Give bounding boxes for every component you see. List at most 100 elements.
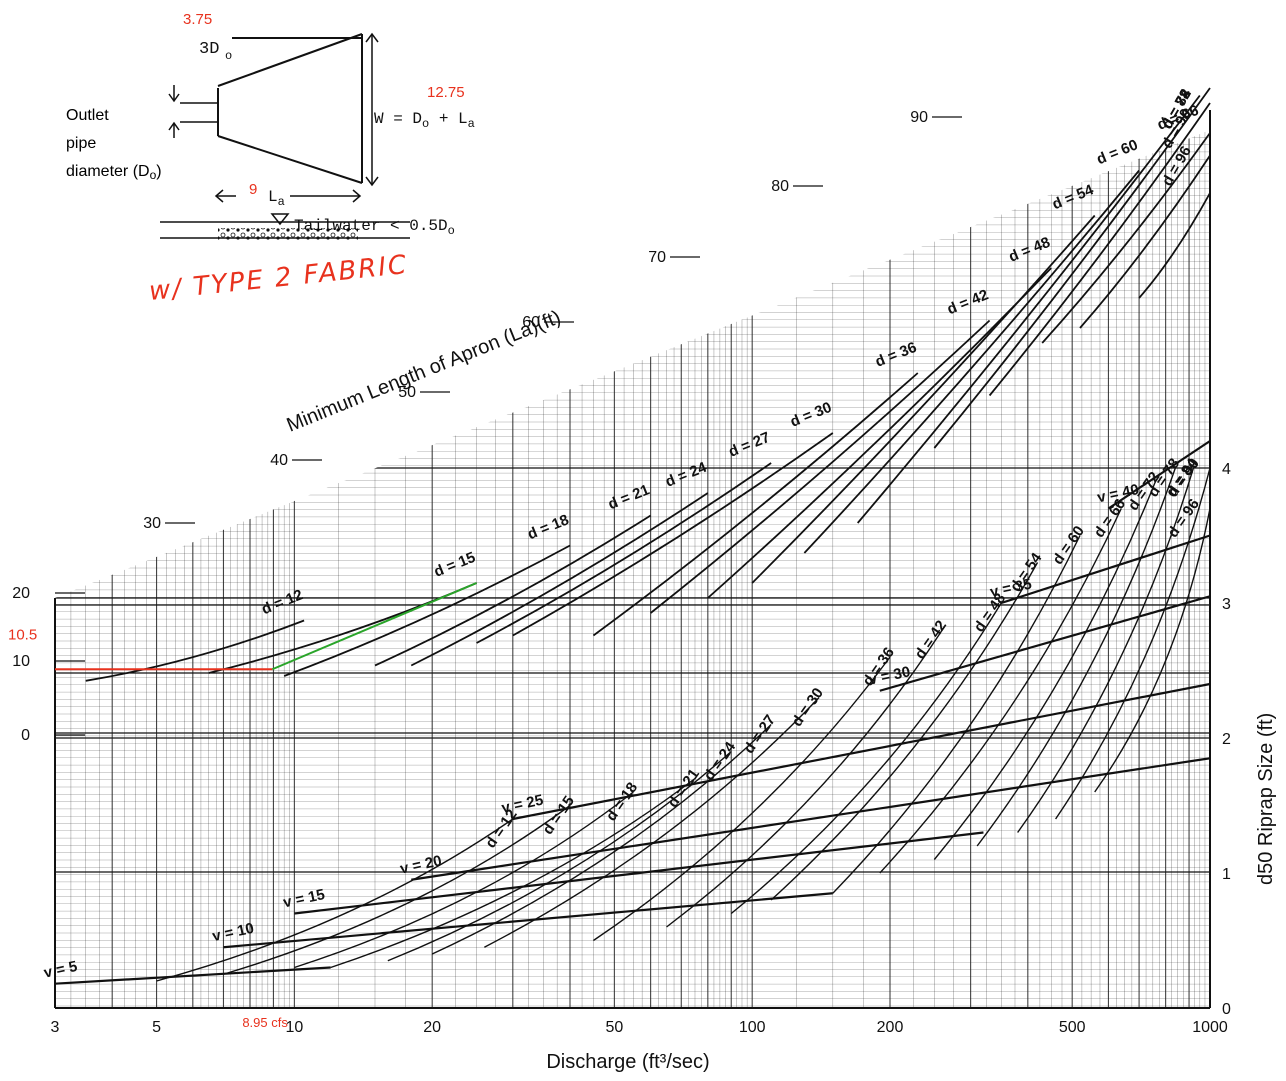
- riprap-diameter-curve: [666, 629, 943, 928]
- riprap-diameter-curve: [879, 508, 1122, 874]
- curve-label: v = 5: [42, 958, 79, 982]
- curve-label: d = 15: [539, 793, 578, 838]
- width-label: 3D: [199, 40, 219, 59]
- riprap-velocity-curve: [54, 966, 331, 985]
- curve-label: d = 24: [663, 459, 710, 491]
- apron-upper-flare: [217, 33, 363, 87]
- apron-length-curve: [85, 619, 305, 682]
- apron-length-tick-label: 10: [12, 653, 30, 670]
- riprap-diameter-curve: [431, 723, 772, 955]
- apron-length-curves: [85, 87, 1211, 682]
- curve-label: d = 54: [1050, 181, 1097, 213]
- curve-label: d = 21: [606, 481, 652, 513]
- apron-length-tick-label: 20: [12, 585, 30, 602]
- tailwater-symbol: [270, 213, 290, 226]
- curve-label: d = 36: [873, 339, 919, 371]
- outlet-label-line1: Outlet: [66, 107, 109, 124]
- riprap-diameter-curve: [770, 562, 1039, 901]
- apron-length-curve: [988, 102, 1211, 397]
- apron-length-curve: [476, 462, 772, 644]
- width-label-sub: o: [225, 49, 232, 63]
- x-tick-label: 500: [1059, 1019, 1086, 1036]
- la-dimension-arrows: [214, 189, 362, 203]
- curve-label: d = 48: [1006, 234, 1052, 266]
- curve-label: v = 10: [211, 920, 256, 945]
- pipe-diameter-arrows: [168, 85, 180, 138]
- riprap-diameter-curve: [593, 656, 891, 942]
- apron-length-marker: 10.5: [8, 626, 37, 643]
- riprap-size-scale: 0 1 2 3 4: [1222, 461, 1231, 1018]
- curve-label: v = 20: [399, 852, 444, 877]
- apron-length-curve: [592, 372, 919, 637]
- apron-length-curve: [803, 169, 1140, 554]
- curve-label: d = 60: [1049, 523, 1088, 568]
- la-label: La: [268, 188, 285, 209]
- curve-label: d = 15: [432, 549, 478, 581]
- riprap-diameter-curve: [1055, 467, 1211, 820]
- riprap-diameter-curves: [156, 467, 1211, 982]
- handwritten-fabric-note: w/ TYPE 2 FABRIC: [148, 250, 410, 307]
- apron-length-tick-label: 30: [143, 515, 161, 532]
- riprap-velocity-curve: [1000, 534, 1211, 605]
- curve-label: d = 27: [740, 712, 779, 757]
- riprap-diameter-curve: [294, 791, 634, 969]
- width-dimension-arrows: [365, 32, 379, 187]
- la-value: 9: [249, 181, 257, 198]
- tailwater-label: Tailwater < 0.5Do: [294, 217, 455, 238]
- apron-length-curve: [1079, 155, 1211, 329]
- x-tick-label: 50: [605, 1019, 623, 1036]
- riprap-diameter-curve: [156, 818, 514, 982]
- x-axis-title: Discharge (ft³/sec): [546, 1051, 709, 1073]
- riprap-velocity-curve: [879, 595, 1211, 692]
- riprap-tick-label: 4: [1222, 461, 1231, 478]
- apron-length-tick-label: 40: [270, 452, 288, 469]
- riprap-tick-label: 3: [1222, 596, 1231, 613]
- hand-markups: 10.5 8.95 cfs: [8, 582, 477, 1030]
- riprap-diameter-curve: [832, 535, 1081, 894]
- highlighted-series-line: [271, 582, 477, 671]
- discharge-marker: 8.95 cfs: [242, 1015, 288, 1030]
- apron-length-curve: [751, 214, 1096, 584]
- riprap-diameter-curve: [1017, 467, 1195, 833]
- riprap-diameter-curve: [387, 750, 732, 962]
- apron-length-tick-label: 0: [21, 727, 30, 744]
- riprap-tick-label: 1: [1222, 866, 1231, 883]
- w-value: 12.75: [427, 84, 465, 101]
- x-tick-label: 10: [285, 1019, 303, 1036]
- x-tick-label: 100: [739, 1019, 766, 1036]
- curve-label: d = 18: [603, 779, 642, 824]
- x-tick-label: 5: [152, 1019, 161, 1036]
- curve-label: d = 30: [788, 399, 834, 431]
- apron-length-tick-label: 80: [771, 178, 789, 195]
- riprap-diameter-curve: [330, 777, 696, 969]
- apron-length-curve: [1041, 132, 1211, 344]
- apron-length-curve: [933, 87, 1211, 449]
- apron-length-tick-label: 60: [522, 314, 540, 331]
- riprap-velocity-curve: [1107, 440, 1211, 510]
- apron-length-curve: [374, 514, 652, 667]
- apron-length-tick-label: 70: [648, 249, 666, 266]
- curve-label: d = 42: [945, 286, 991, 318]
- riprap-velocity-curves: [54, 440, 1211, 985]
- apron-length-axis-title: Minimum Length of Apron (La)(ft): [284, 306, 564, 436]
- riprap-diameter-curve: [484, 697, 820, 948]
- curve-label: d = 12: [482, 806, 521, 851]
- riprap-velocity-curve: [411, 757, 1211, 881]
- curve-label: d = 30: [788, 685, 827, 730]
- x-tick-label: 1000: [1192, 1019, 1228, 1036]
- riprap-tick-label: 2: [1222, 731, 1231, 748]
- apron-length-curve: [512, 432, 834, 637]
- riprap-diameter-curve: [730, 602, 1002, 915]
- riprap-velocity-curve: [294, 831, 984, 915]
- curve-label: v = 15: [282, 886, 327, 911]
- riprap-velocity-curve: [512, 682, 1211, 821]
- riprap-tick-label: 0: [1222, 1001, 1231, 1018]
- apron-length-tick-label: 50: [398, 384, 416, 401]
- outlet-label-line3: diameter (Do): [66, 163, 162, 182]
- apron-length-curve: [857, 94, 1201, 524]
- riprap-axis-title: d50 Riprap Size (ft): [1255, 713, 1277, 885]
- curve-label: d = 18: [525, 511, 571, 543]
- apron-inset-diagram: 3.75 3D o Outlet pipe diameter (Do) 12.7…: [66, 11, 475, 307]
- riprap-velocity-curve: [223, 892, 833, 949]
- chart-frame: [54, 110, 1211, 1009]
